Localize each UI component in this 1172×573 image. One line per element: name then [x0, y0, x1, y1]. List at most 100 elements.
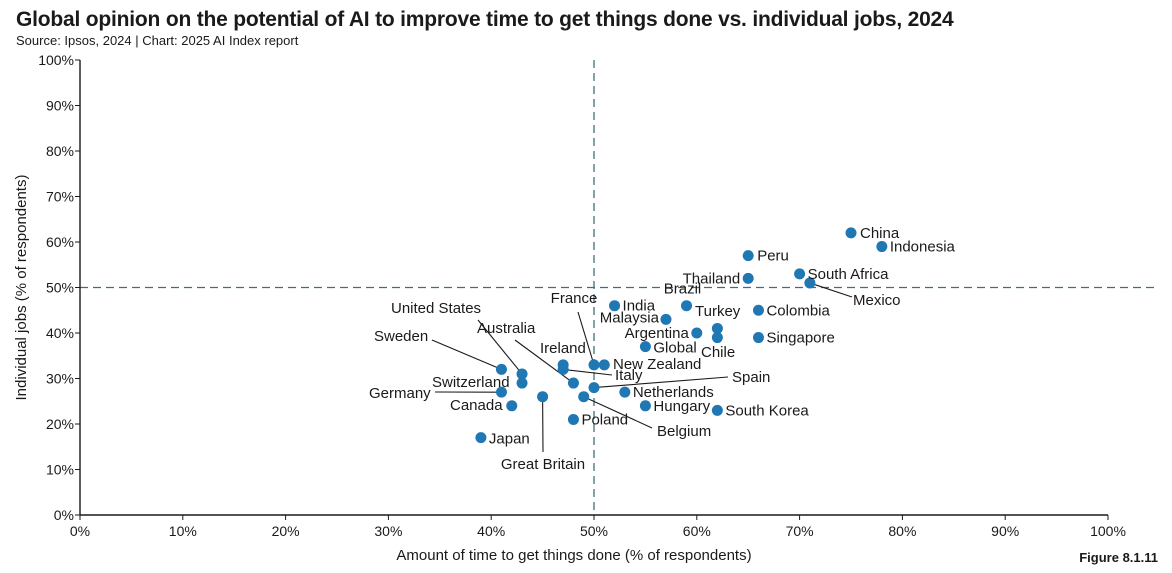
point-label: Sweden: [374, 328, 428, 345]
point-label: Spain: [732, 369, 770, 386]
data-point: [639, 400, 651, 412]
data-point: [660, 313, 672, 325]
x-tick-label: 100%: [1090, 523, 1126, 539]
point-label: Netherlands: [633, 384, 714, 401]
y-tick-label: 50%: [46, 280, 74, 296]
data-point: [506, 400, 518, 412]
data-point: [681, 300, 693, 312]
point-label: New Zealand: [613, 356, 701, 373]
data-point: [691, 327, 703, 339]
data-point: [711, 332, 723, 344]
y-tick-label: 30%: [46, 371, 74, 387]
point-label: Singapore: [766, 330, 834, 347]
point-label: Hungary: [653, 398, 710, 415]
leader-line: [563, 368, 613, 376]
data-point: [516, 368, 528, 380]
point-label: Belgium: [657, 423, 711, 440]
y-tick-label: 90%: [46, 98, 74, 114]
point-label: Turkey: [695, 303, 741, 320]
y-tick-label: 10%: [46, 462, 74, 478]
point-label: United States: [391, 300, 481, 317]
axes: [79, 60, 1108, 516]
y-tick-label: 60%: [46, 234, 74, 250]
point-label: Germany: [369, 385, 431, 402]
x-tick-label: 50%: [580, 523, 608, 539]
point-label: Malaysia: [600, 309, 660, 326]
leader-line: [577, 311, 595, 366]
point-label: Japan: [489, 431, 530, 448]
y-axis-label: Individual jobs (% of respondents): [13, 175, 30, 401]
point-label: Poland: [581, 411, 628, 428]
data-point: [711, 404, 723, 416]
data-points: [475, 227, 888, 444]
data-point: [752, 304, 764, 316]
point-label: France: [551, 290, 598, 307]
x-tick-label: 90%: [991, 523, 1019, 539]
data-point: [588, 359, 600, 371]
point-label: Mexico: [853, 292, 901, 309]
data-point: [475, 432, 487, 444]
leader-line: [514, 339, 574, 384]
data-point: [588, 382, 600, 394]
y-tick-label: 100%: [38, 52, 74, 68]
x-tick-label: 80%: [888, 523, 916, 539]
x-tick-label: 70%: [786, 523, 814, 539]
data-point: [711, 322, 723, 334]
data-point: [516, 377, 528, 389]
data-point: [752, 332, 764, 344]
point-label: Switzerland: [432, 374, 510, 391]
point-label: Thailand: [683, 270, 741, 287]
y-tick-label: 70%: [46, 189, 74, 205]
leader-line: [809, 282, 853, 298]
leader-lines: [431, 282, 853, 453]
data-point: [567, 413, 579, 425]
x-tick-label: 10%: [169, 523, 197, 539]
figure-label: Figure 8.1.11: [1079, 550, 1158, 565]
y-tick-label: 80%: [46, 143, 74, 159]
data-point: [495, 386, 507, 398]
data-point: [598, 359, 610, 371]
point-label: India: [623, 298, 656, 315]
point-label: Argentina: [625, 325, 690, 342]
point-label: China: [860, 225, 900, 242]
data-point: [876, 241, 888, 253]
x-tick-label: 20%: [272, 523, 300, 539]
chart-title: Global opinion on the potential of AI to…: [16, 8, 954, 31]
point-label: Global: [653, 340, 696, 357]
data-point: [537, 391, 549, 403]
point-label: Canada: [450, 397, 503, 414]
point-label: Peru: [757, 248, 789, 265]
x-tick-label: 60%: [683, 523, 711, 539]
point-label: Australia: [477, 320, 536, 337]
y-tick-label: 0%: [54, 507, 74, 523]
data-point: [578, 391, 590, 403]
point-label: Italy: [615, 367, 643, 384]
leader-line: [477, 319, 523, 375]
x-axis-label: Amount of time to get things done (% of …: [396, 547, 751, 564]
reference-lines: [80, 60, 1158, 515]
leader-line: [583, 396, 653, 429]
point-label: Chile: [701, 344, 735, 361]
point-label: Indonesia: [890, 239, 956, 256]
data-point: [495, 363, 507, 375]
data-point: [609, 300, 621, 312]
point-label: Ireland: [540, 340, 586, 357]
data-point: [639, 341, 651, 353]
x-tick-label: 30%: [374, 523, 402, 539]
leader-line: [431, 339, 502, 370]
y-tick-label: 20%: [46, 416, 74, 432]
tick-layer: 0% 10% 20% 30% 40% 50% 60% 70% 80% 90% 100% 0% 10% 20…: [38, 52, 1126, 539]
data-point: [619, 386, 631, 398]
data-point: [557, 363, 569, 375]
point-label: Great Britain: [501, 456, 585, 473]
data-point: [567, 377, 579, 389]
data-point: [742, 272, 754, 284]
data-point: [845, 227, 857, 239]
data-point: [742, 250, 754, 262]
data-point: [804, 277, 816, 289]
x-tick-label: 0%: [70, 523, 90, 539]
leader-line: [593, 376, 729, 389]
point-label: Brazil: [664, 281, 702, 298]
